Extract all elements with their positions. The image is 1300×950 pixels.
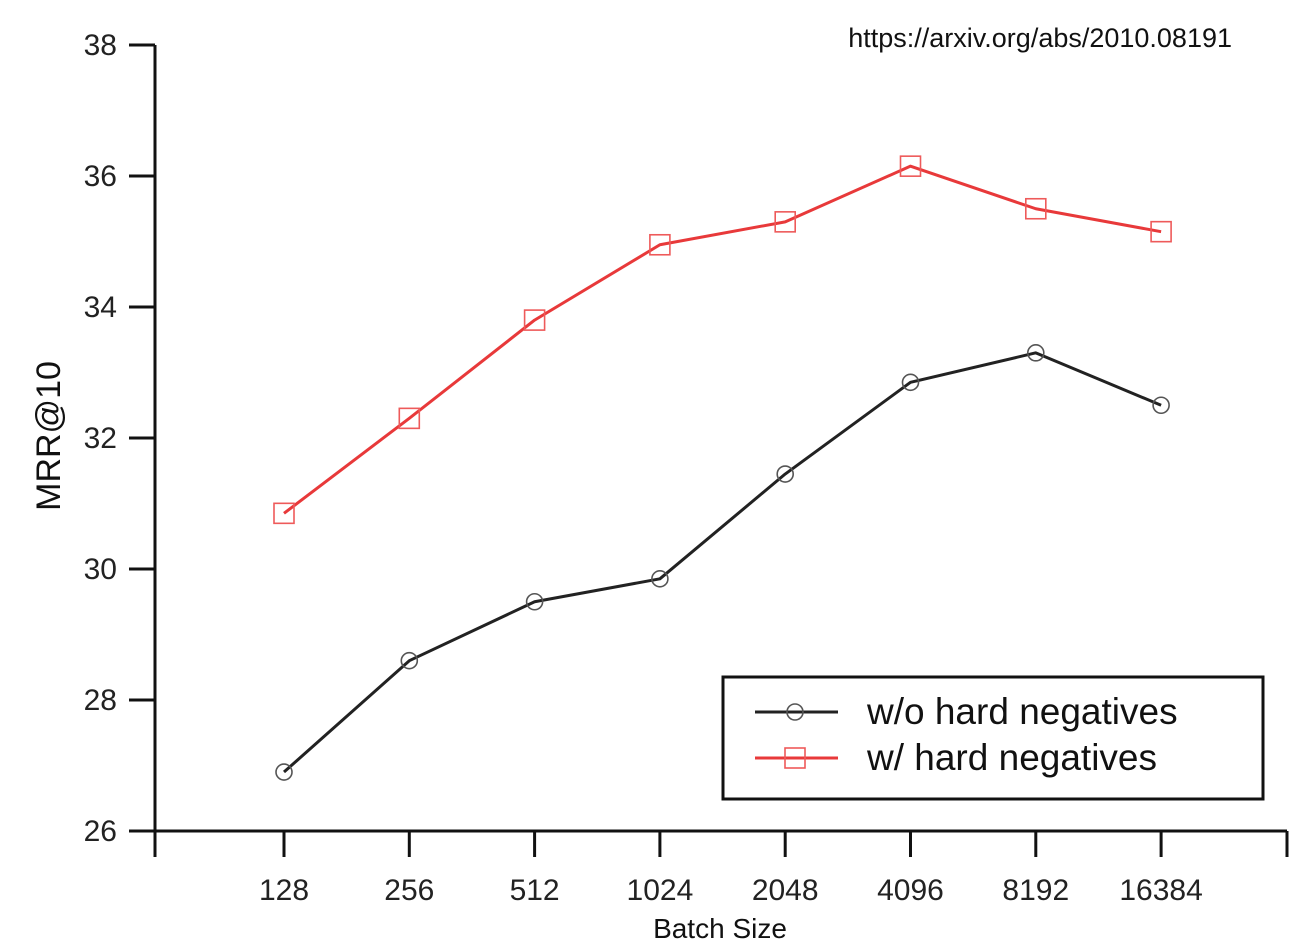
- y-tick-label-34: 34: [84, 291, 117, 324]
- series-1-point-512: [525, 592, 544, 611]
- series-1-point-8192: [1027, 344, 1045, 362]
- x-tick-label-2048: 2048: [752, 874, 819, 907]
- x-tick-label-512: 512: [510, 874, 560, 907]
- y-tick-label-32: 32: [84, 422, 117, 455]
- legend: w/o hard negatives w/ hard negatives: [721, 675, 1265, 801]
- series-2-point-16384: [1150, 220, 1172, 243]
- series-1-point-256: [400, 651, 419, 670]
- series-2-point-4096: [899, 155, 922, 177]
- source-url: https://arxiv.org/abs/2010.08191: [848, 23, 1232, 53]
- y-tick-label-26: 26: [84, 815, 117, 848]
- series-2-line: [283, 164, 1162, 515]
- series-2-point-256: [398, 407, 421, 430]
- y-tick-label-30: 30: [84, 553, 117, 586]
- x-tick-label-16384: 16384: [1119, 874, 1202, 907]
- series-layer: [273, 155, 1172, 781]
- legend-label-series-1: w/o hard negatives: [866, 691, 1178, 732]
- legend-marker-series-2: [784, 747, 806, 769]
- x-tick-label-128: 128: [259, 874, 309, 907]
- x-tick-label-4096: 4096: [877, 874, 944, 907]
- series-2-point-8192: [1025, 197, 1047, 220]
- series-1-point-16384: [1152, 396, 1170, 415]
- axes-layer: 26 28 30 32 34 36 38 128 256 512 1024 2048 4096 8192 1…: [84, 29, 1289, 907]
- series-1-line: [283, 351, 1162, 774]
- x-axis-title: Batch Size: [653, 913, 787, 944]
- legend-marker-series-1: [786, 703, 804, 721]
- x-tick-label-256: 256: [384, 874, 434, 907]
- series-2-point-512: [523, 309, 546, 331]
- series-1-point-128: [275, 763, 293, 781]
- legend-box: [721, 675, 1265, 801]
- series-2: [273, 155, 1172, 525]
- x-tick-label-8192: 8192: [1002, 874, 1069, 907]
- y-tick-label-36: 36: [84, 160, 117, 193]
- series-2-point-2048: [774, 211, 797, 233]
- y-axis-title: MRR@10: [30, 361, 68, 511]
- series-1-point-1024: [651, 570, 669, 588]
- legend-label-series-2: w/ hard negatives: [866, 737, 1157, 778]
- x-tick-label-1024: 1024: [627, 874, 694, 907]
- series-2-point-1024: [649, 233, 671, 256]
- series-1-point-4096: [901, 373, 920, 392]
- series-2-point-128: [273, 502, 295, 525]
- y-tick-label-38: 38: [84, 29, 117, 62]
- series-1-point-2048: [776, 465, 795, 483]
- series-1: [275, 344, 1170, 781]
- y-tick-label-28: 28: [84, 684, 117, 717]
